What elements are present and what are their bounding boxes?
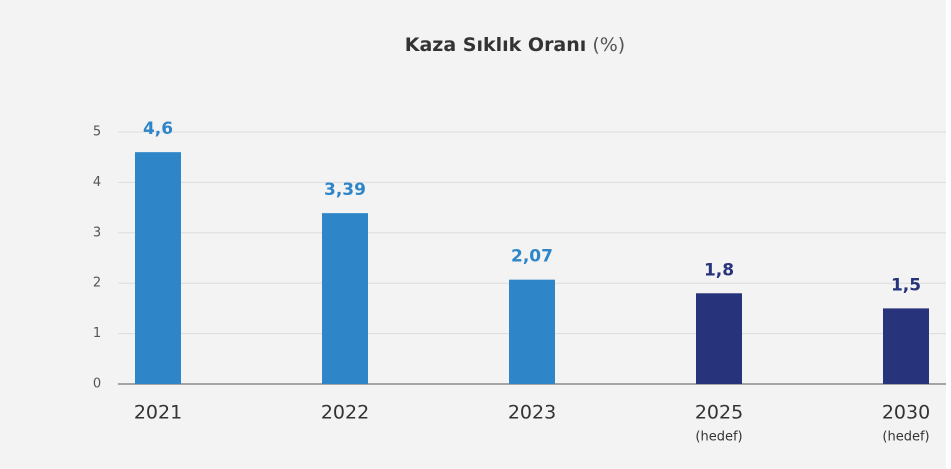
y-tick-label: 1	[93, 326, 101, 341]
y-tick-label: 3	[93, 225, 101, 240]
value-label: 1,8	[704, 260, 734, 280]
x-tick-note: (hedef)	[695, 430, 742, 445]
y-tick-label: 5	[93, 125, 101, 140]
value-label: 4,6	[143, 119, 173, 139]
x-tick-label: 2023	[508, 402, 556, 424]
title-unit: (%)	[592, 34, 625, 56]
bar	[696, 293, 742, 384]
bar	[135, 152, 181, 384]
bar	[322, 213, 368, 384]
title-main: Kaza Sıklık Oranı	[405, 34, 587, 56]
x-tick-label: 2030	[882, 402, 930, 424]
x-tick-label: 2025	[695, 402, 743, 424]
bar	[883, 308, 929, 384]
value-label: 2,07	[511, 247, 553, 267]
y-tick-label: 0	[93, 377, 101, 392]
value-label: 1,5	[891, 275, 921, 295]
x-tick-note: (hedef)	[882, 430, 929, 445]
x-tick-label: 2021	[134, 402, 182, 424]
bar	[509, 279, 555, 384]
y-tick-label: 2	[93, 276, 101, 291]
x-tick-label: 2022	[321, 402, 369, 424]
y-tick-label: 4	[93, 175, 101, 190]
value-label: 3,39	[324, 180, 366, 200]
chart-title: Kaza Sıklık Oranı (%)	[405, 34, 625, 56]
